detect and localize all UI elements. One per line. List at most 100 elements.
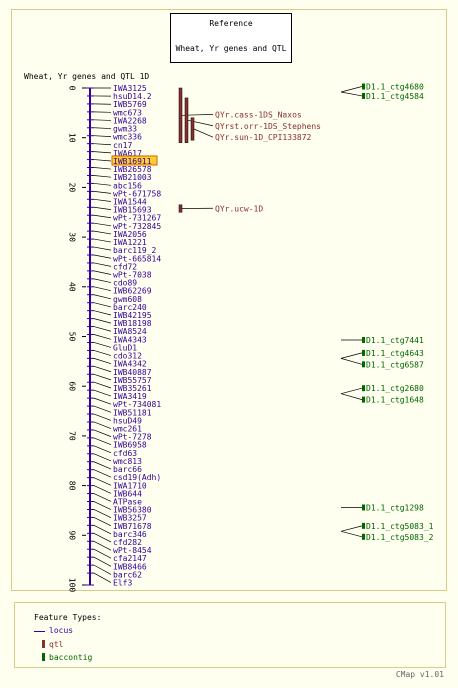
locus-label[interactable]: IWA8524 bbox=[113, 327, 147, 336]
locus-label[interactable]: wmc336 bbox=[113, 133, 142, 142]
locus-label[interactable]: barc62 bbox=[113, 570, 142, 579]
locus-label[interactable]: IWA1221 bbox=[113, 238, 147, 247]
locus-connector bbox=[93, 191, 112, 194]
locus-label[interactable]: wPt-8454 bbox=[113, 546, 152, 555]
axis-tick-label[interactable]: 40 bbox=[68, 282, 77, 292]
contig-label[interactable]: D1.1_ctg1648 bbox=[366, 396, 424, 405]
qtl-label[interactable]: QYrst.orr-1DS_Stephens bbox=[215, 122, 321, 131]
locus-label[interactable]: IWB40887 bbox=[113, 368, 152, 377]
locus-label[interactable]: wPt-732845 bbox=[113, 222, 161, 231]
map-title[interactable]: Wheat, Yr genes and QTL 1D bbox=[24, 72, 149, 81]
contig-label[interactable]: D1.1_ctg1298 bbox=[366, 503, 424, 512]
locus-label[interactable]: IWA3125 bbox=[113, 84, 147, 93]
locus-label[interactable]: gwm33 bbox=[113, 125, 137, 134]
locus-label[interactable]: hsuD14.2 bbox=[113, 92, 152, 101]
locus-label[interactable]: wmc813 bbox=[113, 457, 142, 466]
qtl-label[interactable]: QYr.ucw-1D bbox=[215, 204, 263, 213]
locus-label[interactable]: IWA1710 bbox=[113, 481, 147, 490]
locus-connector bbox=[93, 206, 112, 210]
locus-label[interactable]: barc240 bbox=[113, 303, 147, 312]
locus-label[interactable]: abc156 bbox=[113, 181, 142, 190]
locus-label[interactable]: cdo312 bbox=[113, 352, 142, 361]
locus-label[interactable]: wPt-731267 bbox=[113, 214, 161, 223]
axis-tick-label[interactable]: 100 bbox=[68, 578, 77, 593]
locus-label[interactable]: gwm608 bbox=[113, 295, 142, 304]
locus-label[interactable]: cdo89 bbox=[113, 279, 137, 288]
locus-connector bbox=[93, 397, 112, 405]
locus-label[interactable]: IWA1544 bbox=[113, 198, 147, 207]
locus-label[interactable]: Elf3 bbox=[113, 579, 132, 588]
locus-label[interactable]: IWB644 bbox=[113, 489, 142, 498]
qtl-label[interactable]: QYr.sun-1D_CPI133872 bbox=[215, 133, 312, 142]
contig-label[interactable]: D1.1_ctg2680 bbox=[366, 384, 424, 393]
axis-tick-label[interactable]: 80 bbox=[68, 481, 77, 491]
locus-label[interactable]: GluD1 bbox=[113, 343, 137, 352]
locus-label[interactable]: IWB15693 bbox=[113, 206, 152, 215]
locus-label[interactable]: ATPase bbox=[113, 497, 142, 506]
qtl-legend-icon bbox=[42, 640, 45, 648]
locus-label[interactable]: IWA3419 bbox=[113, 392, 147, 401]
locus-label[interactable]: IWA2056 bbox=[113, 230, 147, 239]
locus-label[interactable]: wPt-665814 bbox=[113, 254, 161, 263]
locus-label[interactable]: wPt-734081 bbox=[113, 400, 161, 409]
contig-label[interactable]: D1.1_ctg5083_2 bbox=[366, 533, 434, 542]
axis-tick-label[interactable]: 50 bbox=[68, 332, 77, 342]
locus-label[interactable]: wmc261 bbox=[113, 425, 142, 434]
locus-label[interactable]: cfd72 bbox=[113, 262, 137, 271]
locus-label[interactable]: barc119_2 bbox=[113, 246, 157, 255]
locus-label[interactable]: wPt-7038 bbox=[113, 270, 152, 279]
locus-label[interactable]: IWB56380 bbox=[113, 506, 152, 515]
locus-connector bbox=[93, 477, 112, 486]
locus-label[interactable]: cn17 bbox=[113, 141, 132, 150]
locus-label[interactable]: IWB26578 bbox=[113, 165, 152, 174]
locus-label[interactable]: wPt-7278 bbox=[113, 433, 152, 442]
contig-label[interactable]: D1.1_ctg7441 bbox=[366, 336, 424, 345]
axis-tick-label[interactable]: 90 bbox=[68, 530, 77, 540]
axis-tick-label[interactable]: 70 bbox=[68, 431, 77, 441]
locus-connector bbox=[93, 318, 112, 324]
axis-tick-label[interactable]: 0 bbox=[68, 86, 77, 91]
contig-label[interactable]: D1.1_ctg4584 bbox=[366, 92, 424, 101]
locus-label[interactable]: csd19(Adh) bbox=[113, 473, 161, 482]
contig-label[interactable]: D1.1_ctg6587 bbox=[366, 360, 424, 369]
locus-label[interactable]: IWB42195 bbox=[113, 311, 152, 320]
locus-connector bbox=[93, 230, 112, 235]
locus-label[interactable]: IWB8466 bbox=[113, 562, 147, 571]
legend-contig-label: baccontig bbox=[49, 653, 93, 662]
contig-label[interactable]: D1.1_ctg5083_1 bbox=[366, 522, 434, 531]
locus-label[interactable]: IWB18198 bbox=[113, 319, 152, 328]
qtl-label[interactable]: QYr.cass-1DS_Naxos bbox=[215, 110, 302, 119]
locus-label[interactable]: IWB51181 bbox=[113, 408, 152, 417]
locus-label[interactable]: IWA4342 bbox=[113, 360, 147, 369]
locus-connector bbox=[93, 421, 112, 429]
locus-label[interactable]: IWB6958 bbox=[113, 441, 147, 450]
locus-label[interactable]: cfd63 bbox=[113, 449, 137, 458]
locus-label[interactable]: wmc673 bbox=[113, 108, 142, 117]
locus-label[interactable]: cfd282 bbox=[113, 538, 142, 547]
contig-label[interactable]: D1.1_ctg4680 bbox=[366, 83, 424, 92]
locus-label[interactable]: IWB16911 bbox=[113, 157, 152, 166]
locus-connector bbox=[93, 326, 112, 332]
contig-label[interactable]: D1.1_ctg4643 bbox=[366, 349, 424, 358]
reference-box[interactable]: Reference Wheat, Yr genes and QTL bbox=[170, 13, 292, 63]
locus-connector bbox=[93, 167, 112, 170]
locus-label[interactable]: IWB5769 bbox=[113, 100, 147, 109]
locus-label[interactable]: IWB35261 bbox=[113, 384, 152, 393]
axis-tick-label[interactable]: 60 bbox=[68, 381, 77, 391]
locus-label[interactable]: IWB62269 bbox=[113, 287, 152, 296]
locus-label[interactable]: IWB55757 bbox=[113, 376, 152, 385]
locus-label[interactable]: IWA2268 bbox=[113, 116, 147, 125]
axis-tick-label[interactable]: 30 bbox=[68, 232, 77, 242]
locus-label[interactable]: barc66 bbox=[113, 465, 142, 474]
locus-label[interactable]: IWB21003 bbox=[113, 173, 152, 182]
locus-label[interactable]: IWA617 bbox=[113, 149, 142, 158]
locus-label[interactable]: wPt-671758 bbox=[113, 189, 161, 198]
locus-label[interactable]: barc346 bbox=[113, 530, 147, 539]
axis-tick-label[interactable]: 20 bbox=[68, 183, 77, 193]
locus-label[interactable]: hsuD49 bbox=[113, 416, 142, 425]
locus-label[interactable]: IWA4343 bbox=[113, 335, 147, 344]
locus-label[interactable]: IWB3257 bbox=[113, 514, 147, 523]
locus-label[interactable]: IWB71678 bbox=[113, 522, 152, 531]
axis-tick-label[interactable]: 10 bbox=[68, 133, 77, 143]
locus-label[interactable]: cfa2147 bbox=[113, 554, 147, 563]
